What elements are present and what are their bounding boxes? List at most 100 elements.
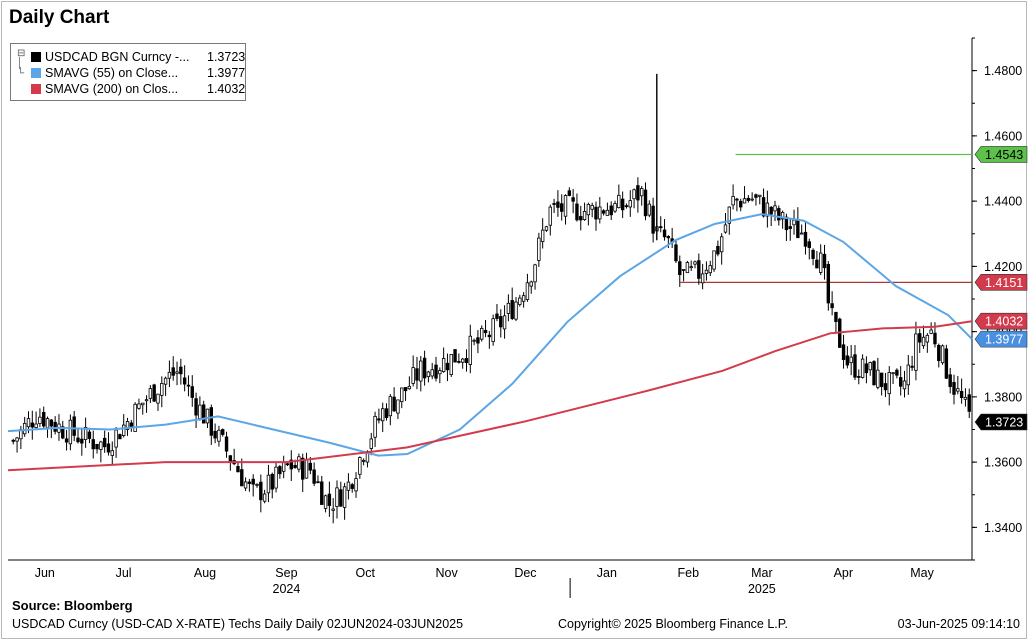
candle-body (400, 387, 404, 403)
candle-body (49, 419, 54, 427)
series-line (7, 213, 973, 457)
candle-body (99, 441, 103, 450)
candle-body (224, 436, 229, 452)
candle-body (133, 403, 137, 432)
candle-body (266, 474, 271, 494)
candle-body (693, 261, 697, 265)
candle-body (617, 194, 621, 209)
candle-body (586, 203, 591, 216)
candle-body (430, 369, 434, 377)
candle-body (689, 266, 693, 269)
candle-body (727, 206, 731, 224)
candle-body (799, 232, 804, 235)
candle-body (537, 237, 541, 261)
candle-body (857, 376, 861, 378)
candle-body (388, 396, 393, 417)
candle-body (940, 345, 945, 364)
candle-body (807, 241, 811, 248)
candle-body (868, 362, 872, 371)
candle-body (30, 422, 34, 428)
price-tag (974, 274, 1028, 291)
candle-body (662, 229, 667, 238)
legend-tree-icon[interactable]: ⊟ │ └ (17, 48, 26, 79)
candle-body (639, 188, 644, 197)
legend-value: 1.3723 (207, 50, 246, 64)
candle-body (651, 205, 655, 234)
candle-body (377, 418, 381, 421)
candle-body (396, 399, 400, 414)
candle-body (358, 457, 362, 475)
candle-body (746, 197, 751, 201)
candle-body (320, 481, 324, 505)
footer-copyright: Copyright© 2025 Bloomberg Finance L.P. (558, 617, 788, 631)
candle-body (415, 368, 419, 381)
candle-body (278, 466, 282, 475)
candle-body (933, 332, 937, 345)
candle-body (72, 416, 76, 436)
candle-body (312, 469, 316, 484)
candle-body (845, 355, 850, 366)
candle-body (937, 345, 941, 361)
candle-body (480, 327, 484, 340)
candle-body (384, 408, 389, 419)
candle-body (628, 200, 632, 208)
x-tick-label: May (910, 566, 934, 580)
candle-body (106, 443, 111, 453)
candle-body (502, 315, 507, 330)
candle-body (350, 484, 354, 489)
candle-body (91, 439, 95, 450)
price-tag-label: 1.4032 (985, 315, 1023, 329)
candle-body (563, 195, 568, 217)
candle-body (182, 377, 187, 385)
x-tick-label: Aug (194, 566, 216, 580)
candle-body (380, 408, 385, 422)
y-tick-label: 1.4800 (984, 64, 1022, 78)
legend-item-price: USDCAD BGN Curncy -... 1.3723 (31, 49, 245, 65)
candle-body (449, 354, 453, 375)
candle-body (137, 403, 141, 409)
candle-body (499, 316, 503, 328)
candle-body (769, 206, 773, 215)
candle-body (822, 253, 827, 269)
candle-body (476, 337, 480, 344)
candle-body (544, 226, 549, 231)
candle-body (792, 219, 796, 226)
candle-body (163, 377, 168, 385)
candle-body (723, 224, 728, 233)
candle-body (636, 185, 640, 201)
candle-body (110, 450, 114, 456)
source-note: Source: Bloomberg (12, 598, 133, 613)
candle-body (285, 463, 290, 466)
candle-body (15, 437, 19, 442)
candle-body (624, 205, 629, 208)
candle-body (860, 358, 865, 378)
candle-body (952, 381, 956, 395)
candle-body (841, 344, 846, 360)
legend-label: SMAVG (200) on Clos... (45, 82, 179, 96)
candle-body (240, 469, 244, 487)
candle-body (830, 303, 834, 309)
legend-swatch-sma200 (31, 84, 41, 94)
candle-body (87, 431, 92, 439)
candle-body (891, 372, 895, 375)
candle-body (529, 281, 533, 287)
x-tick-label: Nov (436, 566, 459, 580)
price-tag (974, 330, 1028, 348)
candle-body (160, 383, 164, 396)
candle-body (434, 364, 438, 379)
candle-body (11, 439, 15, 442)
candle-body (148, 388, 153, 399)
series-line (7, 320, 973, 472)
candle-body (647, 203, 652, 216)
legend-label: USDCAD BGN Curncy -... (45, 50, 190, 64)
candle-body (708, 265, 712, 274)
candle-body (270, 473, 274, 490)
candle-body (811, 249, 815, 259)
candle-body (887, 372, 891, 395)
candle-body (80, 438, 84, 444)
legend-swatch-price (31, 52, 41, 62)
candle-body (354, 478, 358, 492)
candle-body (754, 194, 758, 198)
candle-body (426, 371, 431, 378)
candle-body (898, 377, 903, 387)
